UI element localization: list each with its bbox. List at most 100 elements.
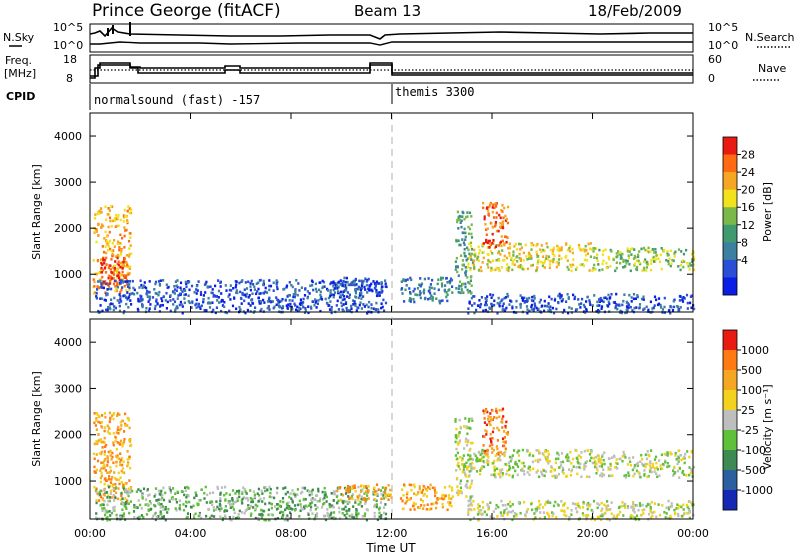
- power-echo-cell: [381, 305, 384, 309]
- power-echo-cell: [597, 263, 600, 266]
- power-echo-cell: [273, 305, 276, 309]
- power-echo-cell: [187, 300, 190, 303]
- power-echo-cell: [489, 260, 492, 264]
- velocity-echo-cell: [465, 425, 468, 428]
- power-echo-cell: [588, 301, 591, 304]
- power-echo-cell: [95, 272, 98, 276]
- power-echo-cell: [619, 254, 623, 257]
- velocity-echo-cell: [104, 491, 107, 494]
- power-echo-cell: [354, 277, 357, 281]
- velocity-echo-cell: [174, 507, 177, 510]
- power-echo-cell: [427, 297, 430, 301]
- power-echo-cell: [615, 266, 618, 270]
- power-echo-cell: [528, 296, 531, 300]
- power-echo-region: [336, 276, 383, 295]
- velocity-echo-cell: [651, 465, 654, 469]
- power-echo-cell: [109, 219, 112, 223]
- velocity-echo-cell: [595, 466, 598, 470]
- power-echo-cell: [275, 296, 278, 299]
- velocity-echo-cell: [423, 504, 426, 507]
- velocity-echo-cell: [462, 465, 466, 469]
- power-echo-cell: [624, 259, 627, 262]
- velocity-echo-cell: [254, 507, 257, 510]
- power-echo-cell: [375, 280, 379, 284]
- power-echo-cell: [469, 279, 472, 282]
- velocity-colorbar-swatch: [723, 470, 737, 491]
- velocity-echo-cell: [596, 502, 599, 505]
- power-echo-cell: [116, 217, 119, 221]
- velocity-echo-cell: [97, 433, 100, 436]
- power-echo-cell: [532, 309, 535, 313]
- power-echo-cell: [314, 287, 318, 291]
- power-echo-cell: [463, 243, 466, 246]
- power-echo-cell: [523, 301, 526, 304]
- velocity-echo-cell: [504, 462, 507, 466]
- velocity-echo-cell: [590, 508, 593, 512]
- power-echo-cell: [522, 268, 525, 271]
- velocity-echo-cell: [481, 465, 484, 468]
- power-echo-cell: [185, 282, 188, 286]
- power-echo-cell: [416, 293, 419, 297]
- velocity-echo-cell: [456, 463, 459, 467]
- power-echo-cell: [129, 292, 132, 296]
- velocity-echo-cell: [462, 454, 465, 457]
- velocity-echo-cell: [602, 458, 605, 462]
- power-echo-cell: [487, 259, 490, 262]
- velocity-echo-cell: [384, 495, 387, 498]
- velocity-echo-cell: [103, 507, 106, 510]
- power-echo-cell: [532, 299, 535, 303]
- power-echo-cell: [284, 299, 287, 302]
- power-echo-cell: [340, 290, 343, 294]
- velocity-echo-cell: [284, 492, 287, 496]
- velocity-echo-cell: [233, 511, 236, 515]
- power-echo-cell: [315, 299, 318, 303]
- velocity-echo-cell: [365, 518, 368, 522]
- power-echo-cell: [105, 256, 108, 260]
- velocity-echo-cell: [601, 514, 604, 518]
- power-echo-cell: [104, 271, 108, 274]
- power-echo-cell: [556, 248, 559, 252]
- power-echo-cell: [310, 279, 314, 283]
- velocity-echo-cell: [688, 511, 691, 514]
- velocity-echo-cell: [575, 449, 578, 452]
- velocity-echo-cell: [146, 502, 149, 506]
- power-echo-cell: [464, 238, 467, 242]
- power-echo-cell: [588, 269, 591, 272]
- power-echo-cell: [304, 307, 307, 310]
- power-echo-cell: [515, 299, 518, 303]
- power-echo-cell: [238, 305, 241, 309]
- power-echo-cell: [266, 300, 270, 303]
- power-echo-cell: [302, 301, 305, 304]
- power-echo-cell: [557, 301, 560, 304]
- power-echo-cell: [338, 295, 342, 299]
- velocity-echo-cell: [338, 506, 341, 510]
- velocity-echo-cell: [590, 456, 593, 460]
- power-echo-cell: [654, 257, 658, 261]
- velocity-echo-cell: [500, 514, 503, 517]
- power-echo-cell: [487, 209, 490, 212]
- velocity-echo-cell: [531, 508, 534, 512]
- velocity-echo-cell: [632, 502, 635, 506]
- power-echo-cell: [111, 242, 114, 245]
- power-echo-cell: [166, 300, 169, 304]
- power-echo-cell: [165, 307, 168, 310]
- power-echo-cell: [669, 249, 672, 253]
- velocity-echo-cell: [340, 493, 343, 496]
- velocity-echo-cell: [233, 500, 236, 504]
- power-echo-cell: [109, 264, 112, 268]
- velocity-echo-cell: [249, 514, 253, 517]
- velocity-echo-cell: [238, 509, 241, 513]
- velocity-echo-cell: [100, 461, 103, 465]
- power-echo-cell: [125, 288, 128, 292]
- power-echo-cell: [303, 294, 307, 297]
- power-echo-cell: [132, 286, 135, 290]
- power-echo-cell: [106, 292, 109, 295]
- power-echo-cell: [159, 279, 162, 282]
- power-echo-cell: [466, 257, 469, 261]
- power-echo-cell: [420, 282, 424, 286]
- velocity-echo-cell: [103, 459, 106, 462]
- velocity-echo-cell: [457, 441, 460, 445]
- velocity-echo-cell: [346, 512, 349, 516]
- power-echo-cell: [187, 280, 190, 283]
- power-echo-cell: [456, 218, 459, 222]
